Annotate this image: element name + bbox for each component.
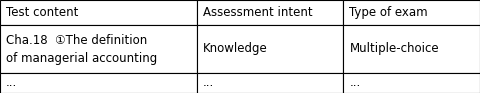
Text: ...: ... [349,76,360,89]
Bar [343,73,480,93]
Text: Test content: Test content [6,6,79,19]
Bar [343,0,480,25]
Bar [197,25,343,73]
Text: Cha.18  ①The definition
of managerial accounting: Cha.18 ①The definition of managerial acc… [6,34,157,65]
Text: ...: ... [6,76,17,89]
Text: Knowledge: Knowledge [203,42,268,55]
Bar [197,0,343,25]
Bar [343,25,480,73]
Bar [0,73,197,93]
Text: ...: ... [203,76,214,89]
Text: Assessment intent: Assessment intent [203,6,312,19]
Bar [0,25,197,73]
Text: Multiple-choice: Multiple-choice [349,42,439,55]
Text: Type of exam: Type of exam [349,6,428,19]
Bar [0,0,197,25]
Bar [197,73,343,93]
